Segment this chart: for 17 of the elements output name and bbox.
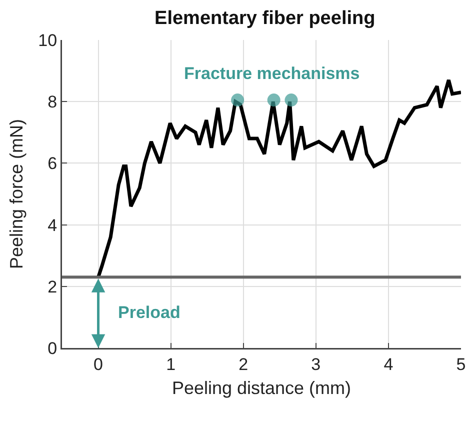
x-tick-label: 3 xyxy=(311,354,321,374)
y-tick-label: 0 xyxy=(48,338,58,358)
y-tick-label: 4 xyxy=(48,216,58,235)
x-axis-title: Peeling distance (mm) xyxy=(172,378,352,398)
x-tick-label: 0 xyxy=(94,354,104,374)
y-axis-title: Peeling force (mN) xyxy=(6,118,27,270)
y-tick-label: 10 xyxy=(38,30,58,50)
y-tick-label: 6 xyxy=(48,154,58,174)
y-tick-label: 8 xyxy=(48,92,58,112)
x-tick-label: 4 xyxy=(384,354,394,374)
x-tick-label: 5 xyxy=(456,354,466,374)
chart-title: Elementary fiber peeling xyxy=(154,8,376,29)
y-tick-label: 2 xyxy=(48,277,58,296)
ref-line-label: Preload xyxy=(118,303,180,322)
x-tick-label: 1 xyxy=(166,354,176,374)
annotation: Fracture mechanisms xyxy=(184,64,360,83)
x-tick-label: 2 xyxy=(238,354,248,374)
